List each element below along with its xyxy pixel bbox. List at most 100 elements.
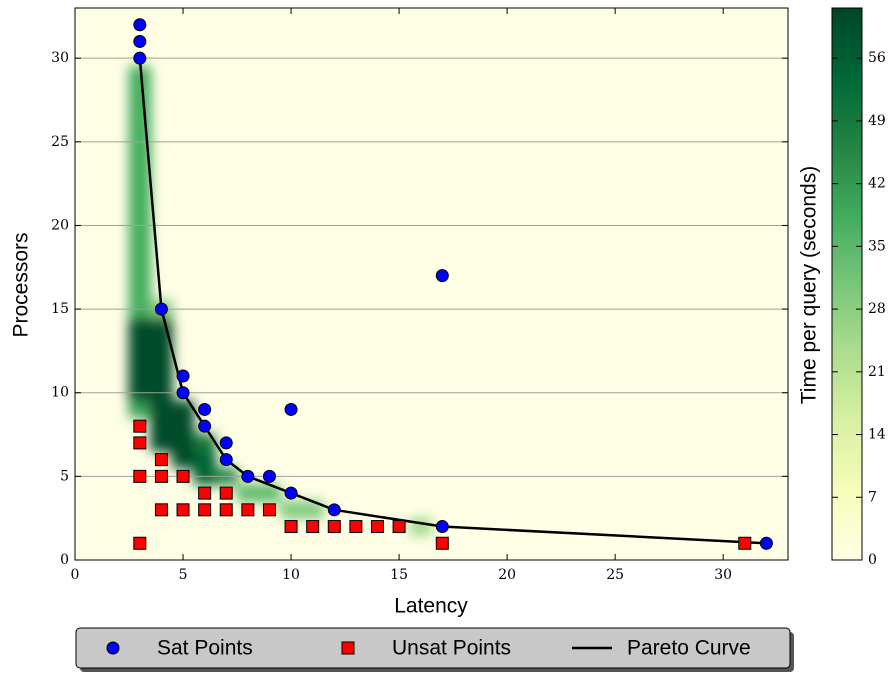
x-tick-label: 10 [282,567,300,583]
unsat-point [219,486,233,500]
unsat-point [176,503,190,517]
heat-cell [128,199,152,218]
colorbar-tick-label: 42 [868,176,886,192]
heat-cell [128,116,152,134]
unsat-point [154,469,168,483]
x-tick-label: 5 [179,567,188,583]
sat-point [284,486,298,500]
x-tick-label: 30 [714,567,732,583]
sat-point [219,436,233,450]
legend-marker [106,641,120,655]
x-tick-label: 20 [498,567,516,583]
unsat-point [154,503,168,517]
unsat-point [738,536,752,550]
plot-area: 0 5 10 15 20 25 30 0 5 10 15 20 25 30 [51,7,789,583]
legend-box [75,627,791,669]
y-tick-label: 30 [51,50,69,66]
x-tick-label: 15 [390,567,408,583]
y-tick-label: 25 [51,134,69,150]
heat-cell [128,333,152,352]
heat-cell [128,233,152,252]
heat-cell [128,400,152,419]
unsat-point [262,503,276,517]
legend-marker [341,641,355,655]
heat-cell [128,367,152,385]
unsat-point [198,486,212,500]
heat-cell [128,350,152,369]
heat-cell [150,367,173,385]
y-tick-label: 5 [60,468,69,484]
heat-cell [279,500,303,519]
unsat-point [349,520,363,534]
legend-label: Pareto Curve [627,637,751,660]
y-axis-label: Processors [10,232,33,337]
heat-cell [171,417,195,436]
sat-point [435,520,449,534]
heat-cell [236,484,260,502]
sat-point [133,51,147,65]
heat-cells [128,66,432,536]
x-tick-label: 0 [71,567,80,583]
heat-cell [193,434,216,452]
colorbar-tick-label: 0 [868,552,877,568]
sat-point [133,34,147,48]
colorbar-tick-label: 56 [868,50,886,66]
legend-label: Unsat Points [392,637,511,660]
unsat-point [284,520,298,534]
heat-cell [258,484,281,502]
colorbar-label: Time per query (seconds) [798,166,821,404]
sat-point [198,402,212,416]
sat-point [133,18,147,32]
heat-cell [150,316,173,335]
unsat-point [133,469,147,483]
heat-cell [150,350,173,369]
unsat-point [306,520,320,534]
colorbar-tick-label: 21 [868,364,886,380]
plot-frame [74,7,789,561]
colorbar-tick-label: 49 [868,113,886,129]
colorbar-tick-label: 14 [868,427,886,443]
heat-cell [193,450,216,469]
y-tick-label: 15 [51,301,69,317]
colorbar-tick-label: 28 [868,301,886,317]
heat-cell [150,434,173,452]
heat-cell [150,400,173,419]
heat-cell [128,250,152,268]
unsat-point [241,503,255,517]
sat-point [759,536,773,550]
heat-cell [171,434,195,452]
unsat-point [154,453,168,467]
colorbar-tick-label: 7 [868,489,877,505]
colorbar-tick-label: 35 [868,238,886,254]
heat-cell [128,149,152,168]
heat-cell [128,82,152,101]
y-tick-label: 20 [51,217,69,233]
heat-cell [171,400,195,419]
sat-point [219,453,233,467]
legend-label: Sat Points [157,637,253,660]
colorbar [831,7,863,561]
sat-point [198,419,212,433]
heat-cell [128,283,152,302]
unsat-point [176,469,190,483]
heat-cell [128,183,152,201]
heat-cell [128,316,152,335]
heat-cell [150,417,173,436]
sat-point [176,369,190,383]
y-tick-label: 0 [60,552,69,568]
sat-point [176,386,190,400]
heat-cell [301,500,324,519]
heat-cell [128,166,152,185]
heat-cell [128,99,152,118]
x-tick-label: 25 [606,567,624,583]
sat-point [262,469,276,483]
unsat-point [392,520,406,534]
sat-point [154,302,168,316]
unsat-point [133,419,147,433]
pareto-curve [138,58,767,545]
unsat-point [219,503,233,517]
heat-cell [409,517,432,536]
unsat-point [435,536,449,550]
unsat-point [133,436,147,450]
